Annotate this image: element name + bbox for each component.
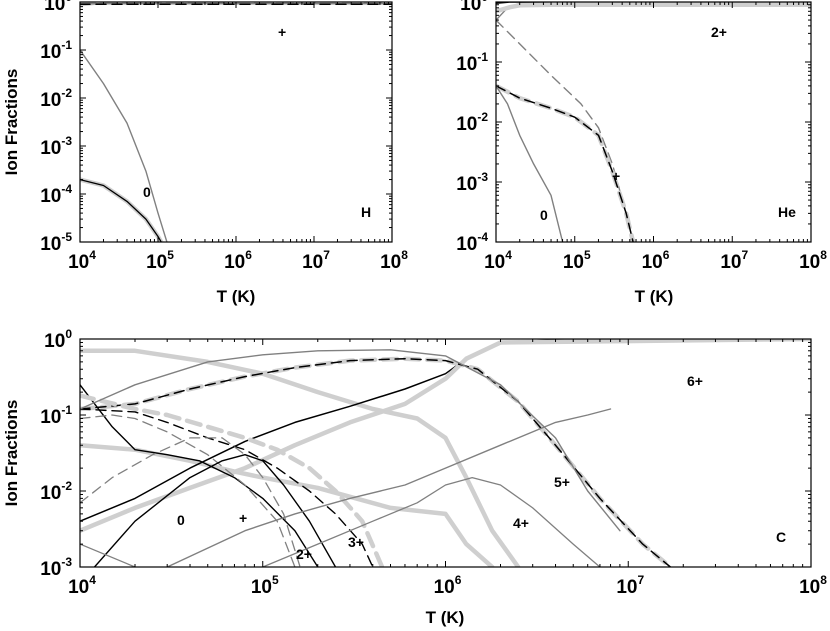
panel-c-ion-label-2plus: 2+ <box>296 546 312 562</box>
panel-he-series-3 <box>496 19 634 242</box>
panel-c-ytick-label: 100 <box>44 327 72 352</box>
panel-c-xtick-label: 108 <box>799 573 827 598</box>
panel-h-ytick-label: 10-4 <box>40 182 72 207</box>
panel-he-xlabel: T (K) <box>635 287 674 306</box>
panel-c-ylabel: Ion Fractions <box>2 400 21 507</box>
panel-h-xtick-label: 104 <box>68 248 96 273</box>
panel-c-series-7 <box>80 393 385 567</box>
panel-h-ylabel: Ion Fractions <box>2 69 21 176</box>
panel-he-frame <box>495 1 812 243</box>
panel-c-xtick-label: 104 <box>68 573 96 598</box>
panel-h-series-group <box>80 2 392 242</box>
panel-h-ytick-label: 10-5 <box>40 230 72 255</box>
panel-he-ion-label-0: 0 <box>540 207 548 223</box>
panel-c-series-group <box>80 339 811 567</box>
panel-h-ytick-label: 100 <box>44 0 72 15</box>
panel-c-xlabel: T (K) <box>426 608 465 627</box>
panel-he-series-group <box>496 2 811 242</box>
panel-c: Ion Fractions T (K) 6+ 5+ 4+ 3+ 2+ + 0 C… <box>2 327 827 627</box>
panel-c-series-0 <box>80 348 521 567</box>
panel-h-series-0 <box>80 49 168 242</box>
panel-h-ytick-label: 10-1 <box>40 38 72 63</box>
panel-he-series-1 <box>496 2 811 5</box>
panel-c-series-4 <box>80 384 319 567</box>
panel-h-xtick-label: 108 <box>380 248 408 273</box>
panel-he-series-2 <box>496 2 811 14</box>
panel-h-xtick-label: 106 <box>224 248 252 273</box>
panel-h-ion-label-0: 0 <box>143 184 151 200</box>
panel-he-xtick-label: 105 <box>563 248 591 273</box>
panel-he-ytick-label: 10-4 <box>456 230 488 255</box>
panel-c-xtick-label: 106 <box>434 573 462 598</box>
panel-c-ion-label-5plus: 5+ <box>554 474 570 490</box>
panel-h-ytick-label: 10-2 <box>40 86 72 111</box>
panel-c-ytick-label: 10-3 <box>40 555 72 580</box>
panel-he-series-6 <box>496 85 564 242</box>
panel-c-series-14 <box>262 476 601 567</box>
panel-c-series-9 <box>80 414 296 567</box>
panel-h-xtick-label: 107 <box>302 248 330 273</box>
panel-h-ytick-label: 10-3 <box>40 134 72 159</box>
panel-c-series-6 <box>80 357 672 567</box>
panel-he-xtick-label: 106 <box>642 248 670 273</box>
panel-he-ytick-label: 10-2 <box>456 110 488 135</box>
panel-h-xtick-label: 105 <box>146 248 174 273</box>
panel-he-xtick-label: 107 <box>720 248 748 273</box>
panel-c-ytick-label: 10-1 <box>40 403 72 428</box>
panel-h-xlabel: T (K) <box>217 287 256 306</box>
panel-c-series-5 <box>80 356 673 567</box>
panel-c-ion-label-plus: + <box>239 510 247 526</box>
panel-c-ion-label-3plus: 3+ <box>348 534 364 550</box>
panel-c-series-15 <box>80 543 136 567</box>
panel-he-series-4 <box>496 83 636 242</box>
panel-he-element-label: He <box>778 204 796 220</box>
panel-c-series-13 <box>166 408 612 567</box>
panel-he: T (K) He 2+ + 0 104 105 106 107 108 10-4 10-3 1… <box>456 0 827 306</box>
panel-he-ytick-label: 100 <box>460 0 488 15</box>
panel-c-series-11 <box>93 454 337 567</box>
panel-c-xtick-label: 105 <box>251 573 279 598</box>
panel-h-series-2 <box>80 178 162 242</box>
panel-c-series-2 <box>80 339 811 522</box>
panel-c-ion-label-6plus: 6+ <box>687 373 703 389</box>
panel-c-ion-label-0: 0 <box>177 512 185 528</box>
panel-h-ion-label-plus: + <box>278 24 286 40</box>
panel-h: Ion Fractions T (K) H + 0 104 105 106 107 10… <box>2 0 408 306</box>
panel-he-ytick-label: 10-3 <box>456 170 488 195</box>
panel-c-series-3 <box>80 339 811 533</box>
panel-c-series-12 <box>80 349 621 532</box>
panel-c-ytick-label: 10-2 <box>40 479 72 504</box>
panel-c-series-1 <box>80 442 495 567</box>
panel-he-ion-label-plus: + <box>612 168 620 184</box>
panel-he-series-5 <box>496 85 634 242</box>
panel-he-xtick-label: 108 <box>799 248 827 273</box>
panel-c-series-8 <box>80 408 374 567</box>
panel-c-ion-label-4plus: 4+ <box>513 515 529 531</box>
panel-c-xtick-label: 107 <box>616 573 644 598</box>
panel-c-element-label: C <box>776 529 786 545</box>
panel-he-ion-label-2plus: 2+ <box>711 24 727 40</box>
panel-he-ytick-label: 10-1 <box>456 50 488 75</box>
panel-c-series-10 <box>80 437 301 567</box>
panel-he-xtick-label: 104 <box>484 248 512 273</box>
panel-h-element-label: H <box>361 204 371 220</box>
